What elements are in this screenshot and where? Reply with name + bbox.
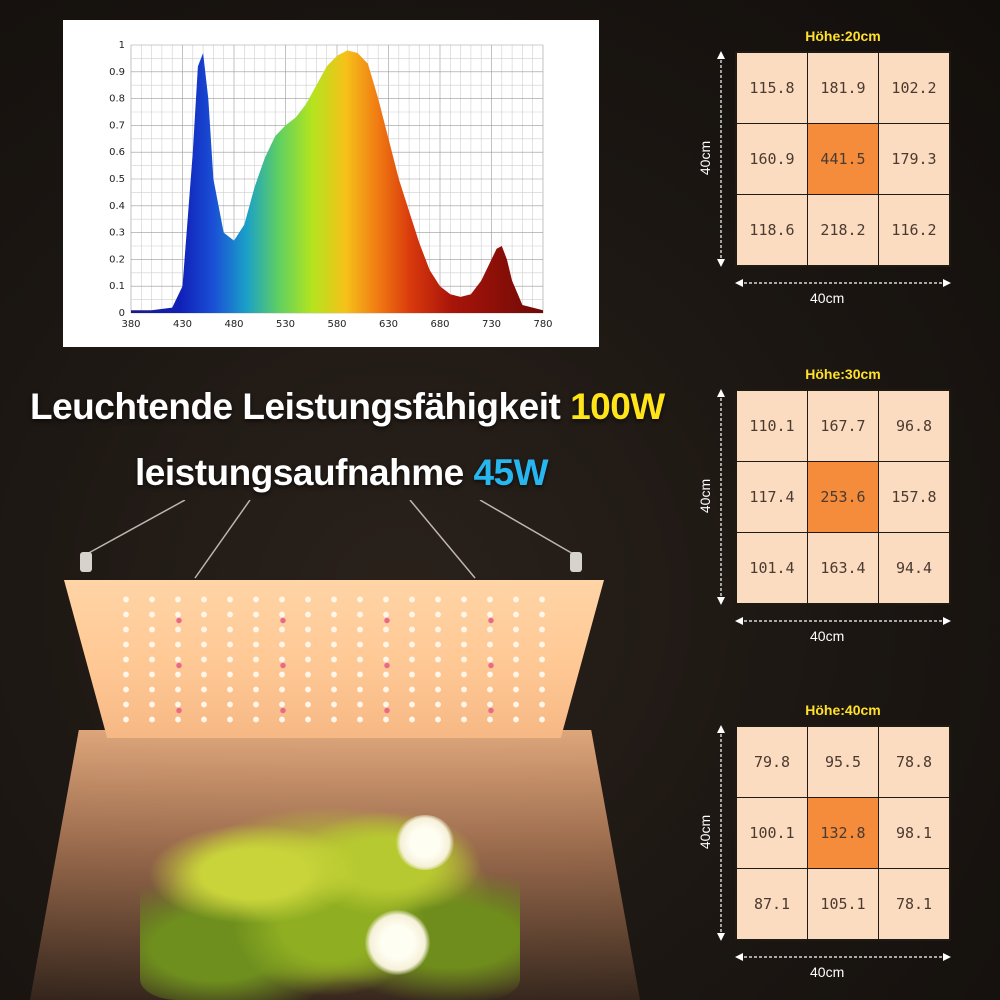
spectrum-chart: 0 0.1 0.2 0.3 0.4 0.5 0.6 0.7 0.8 0.9 1 380 430 480 5… bbox=[63, 20, 599, 347]
grid-title: Höhe:20cm bbox=[805, 28, 881, 44]
grid-cell: 181.9 bbox=[808, 53, 878, 123]
grid-cell: 179.3 bbox=[879, 124, 949, 194]
hanger-hook-left bbox=[80, 552, 92, 572]
ppfd-grid-20cm: Höhe:20cm 115.8 181.9 102.2 160.9 441.5 … bbox=[697, 28, 960, 318]
x-tick-label: 630 bbox=[379, 319, 398, 330]
width-dimension-arrow bbox=[735, 617, 951, 625]
grid-cell: 117.4 bbox=[737, 462, 807, 532]
headline-luminous-power-value: 100W bbox=[570, 386, 665, 427]
grid-cell: 163.4 bbox=[808, 533, 878, 603]
headline-luminous-power: Leuchtende Leistungsfähigkeit 100W bbox=[30, 386, 665, 428]
width-dimension-arrow bbox=[735, 953, 951, 961]
height-dimension-arrow bbox=[717, 51, 725, 267]
grid-cell: 115.8 bbox=[737, 53, 807, 123]
grid-cell: 160.9 bbox=[737, 124, 807, 194]
grid-cell: 79.8 bbox=[737, 727, 807, 797]
grid-cell: 167.7 bbox=[808, 391, 878, 461]
grid-cell: 118.6 bbox=[737, 195, 807, 265]
width-dimension-arrow bbox=[735, 279, 951, 287]
ppfd-grid: 79.8 95.5 78.8 100.1 132.8 98.1 87.1 105… bbox=[735, 725, 951, 941]
y-tick-label: 0.9 bbox=[109, 67, 125, 78]
x-tick-label: 730 bbox=[482, 319, 501, 330]
y-tick-label: 0.8 bbox=[109, 94, 125, 105]
y-tick-label: 0.6 bbox=[109, 147, 125, 158]
height-label: 40cm bbox=[697, 478, 714, 514]
grid-cell: 78.1 bbox=[879, 869, 949, 939]
grid-title: Höhe:30cm bbox=[805, 366, 881, 382]
y-tick-label: 0 bbox=[119, 308, 125, 319]
grid-cell: 94.4 bbox=[879, 533, 949, 603]
ppfd-grid-30cm: Höhe:30cm 110.1 167.7 96.8 117.4 253.6 1… bbox=[697, 366, 960, 656]
grid-cell: 101.4 bbox=[737, 533, 807, 603]
y-tick-label: 0.4 bbox=[109, 201, 125, 212]
grid-cell: 98.1 bbox=[879, 798, 949, 868]
height-dimension-arrow bbox=[717, 725, 725, 941]
spectrum-chart-svg: 0 0.1 0.2 0.3 0.4 0.5 0.6 0.7 0.8 0.9 1 380 430 480 5… bbox=[109, 40, 552, 330]
grid-cell: 218.2 bbox=[808, 195, 878, 265]
height-label: 40cm bbox=[697, 140, 714, 176]
grid-cell: 100.1 bbox=[737, 798, 807, 868]
y-tick-label: 0.7 bbox=[109, 120, 125, 131]
x-tick-label: 680 bbox=[430, 319, 449, 330]
ppfd-grid: 110.1 167.7 96.8 117.4 253.6 157.8 101.4… bbox=[735, 389, 951, 605]
led-array bbox=[107, 588, 561, 730]
headline-power-consumption-value: 45W bbox=[473, 452, 549, 493]
grid-title: Höhe:40cm bbox=[805, 702, 881, 718]
grid-cell: 105.1 bbox=[808, 869, 878, 939]
width-label: 40cm bbox=[810, 964, 845, 980]
x-tick-label: 780 bbox=[533, 319, 552, 330]
led-panel bbox=[64, 580, 604, 738]
x-tick-label: 530 bbox=[276, 319, 295, 330]
headline-power-consumption: leistungsaufnahme 45W bbox=[135, 452, 549, 494]
grow-light-photo bbox=[0, 500, 680, 1000]
width-label: 40cm bbox=[810, 628, 845, 644]
x-tick-label: 430 bbox=[173, 319, 192, 330]
grid-cell: 110.1 bbox=[737, 391, 807, 461]
ppfd-grid: 115.8 181.9 102.2 160.9 441.5 179.3 118.… bbox=[735, 51, 951, 267]
x-tick-label: 480 bbox=[224, 319, 243, 330]
flower-top bbox=[395, 815, 455, 870]
y-tick-label: 0.3 bbox=[109, 228, 125, 239]
flower-bottom bbox=[365, 910, 430, 975]
grid-cell: 116.2 bbox=[879, 195, 949, 265]
width-label: 40cm bbox=[810, 290, 845, 306]
grid-cell: 87.1 bbox=[737, 869, 807, 939]
x-tick-label: 580 bbox=[327, 319, 346, 330]
y-tick-label: 0.1 bbox=[109, 281, 125, 292]
hanger-hook-right bbox=[570, 552, 582, 572]
grid-cell: 157.8 bbox=[879, 462, 949, 532]
grid-cell-center: 132.8 bbox=[808, 798, 878, 868]
y-tick-label: 0.2 bbox=[109, 254, 125, 265]
y-tick-label: 1 bbox=[119, 40, 125, 51]
headline-power-consumption-text: leistungsaufnahme bbox=[135, 452, 464, 493]
grid-cell-center: 253.6 bbox=[808, 462, 878, 532]
headline-luminous-power-text: Leuchtende Leistungsfähigkeit bbox=[30, 386, 561, 427]
hanging-wires bbox=[84, 500, 576, 579]
grid-cell: 96.8 bbox=[879, 391, 949, 461]
grid-cell: 95.5 bbox=[808, 727, 878, 797]
grid-cell: 78.8 bbox=[879, 727, 949, 797]
plant bbox=[140, 790, 520, 1000]
height-label: 40cm bbox=[697, 814, 714, 850]
height-dimension-arrow bbox=[717, 389, 725, 605]
spectrum-area bbox=[131, 50, 543, 314]
grid-cell: 102.2 bbox=[879, 53, 949, 123]
ppfd-grid-40cm: Höhe:40cm 79.8 95.5 78.8 100.1 132.8 98.… bbox=[697, 702, 960, 992]
x-tick-label: 380 bbox=[121, 319, 140, 330]
y-tick-label: 0.5 bbox=[109, 174, 125, 185]
grid-cell-center: 441.5 bbox=[808, 124, 878, 194]
